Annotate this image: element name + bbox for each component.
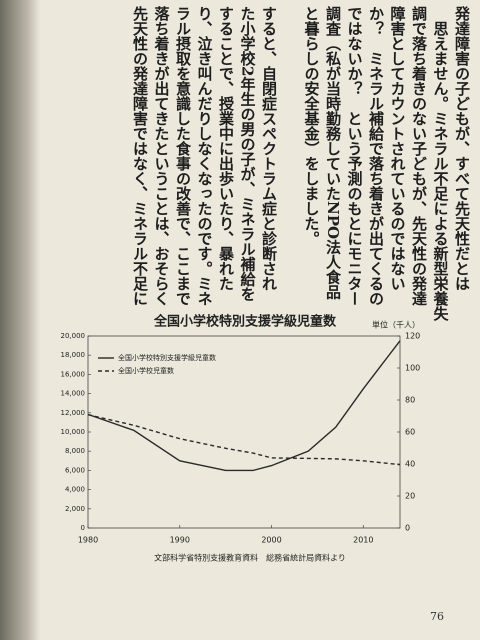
unit-label: 単位（千人）	[372, 320, 420, 330]
text-column: 障害としてカウントされているのではない	[388, 6, 407, 291]
y-tick-label: 2,000	[65, 505, 85, 513]
y-tick-label: 20,000	[61, 332, 86, 340]
series-line	[87, 414, 401, 466]
y-tick-label: 18,000	[61, 351, 86, 359]
plot-frame	[87, 335, 401, 529]
body-text: 発達障害の子どもが、すべて先天性だとは 思えません。ミネラル不足による新型栄養失調…	[129, 6, 473, 321]
x-tick-label: 1980	[78, 536, 98, 545]
text-column: り、泣き叫んだりしなくなったのです。ミネ	[195, 6, 214, 306]
x-tick-label: 1990	[170, 536, 190, 545]
y-tick-label: 8,000	[65, 447, 85, 455]
text-column: ではないか？ という予測のもとにモニター	[345, 6, 364, 306]
y-tick-label: 4,000	[65, 486, 85, 494]
y-tick-label: 0	[81, 524, 85, 532]
series-line	[87, 340, 401, 472]
source: 文部科学省特別支援教育資料 総務省統計局資料より	[154, 553, 346, 563]
page-number: 76	[430, 610, 444, 623]
text-column: た小学校2年生の男の子が、ミネラル補給を	[238, 6, 257, 302]
text-column: 思えません。ミネラル不足による新型栄養失	[431, 21, 450, 321]
y-tick-label: 14,000	[61, 390, 86, 398]
y2-tick-label: 80	[405, 396, 415, 405]
y-tick-label: 12,000	[61, 409, 86, 417]
legend-label: 全国小学校特別支援学級児童数	[118, 353, 216, 362]
legend-label: 全国小学校児童数	[118, 366, 174, 375]
y2-tick-label: 20	[405, 492, 415, 501]
y2-tick-label: 120	[405, 332, 420, 341]
text-column: と暮らしの安全基金）をしました。	[302, 6, 321, 246]
text-column: 先天性の発達障害ではなく、ミネラル不足に	[131, 6, 149, 306]
y-tick-label: 10,000	[61, 428, 86, 436]
chart-title: 全国小学校特別支援学級児童数	[153, 314, 337, 330]
text-column: 発達障害の子どもが、すべて先天性だとは	[453, 6, 471, 291]
x-tick-label: 2000	[261, 536, 281, 545]
text-column: することで、授業中に出歩いたり、暴れた	[217, 6, 235, 291]
text-column: 調で落ち着きのない子どもが、先天性の発達	[410, 6, 428, 306]
text-column: 調査（私が当時勤務していたNPO法人食品	[324, 6, 342, 300]
y2-tick-label: 100	[405, 364, 420, 373]
text-column: か？ ミネラル補給で落ち着きが出てくるの	[367, 6, 385, 306]
y2-tick-label: 40	[405, 460, 415, 469]
y2-tick-label: 0	[405, 524, 410, 533]
page-edge	[0, 0, 40, 640]
y-tick-label: 16,000	[61, 370, 86, 378]
y2-tick-label: 60	[405, 428, 415, 437]
y-tick-label: 6,000	[65, 466, 85, 474]
text-column: 落ち着きが出てきたということは、おそらく	[152, 6, 171, 306]
x-tick-label: 2010	[353, 536, 373, 545]
text-column: ラル摂取を意識した食事の改善で、ここまで	[174, 6, 192, 306]
text-column: すると、自閉症スペクトラム症と診断され	[260, 6, 278, 291]
